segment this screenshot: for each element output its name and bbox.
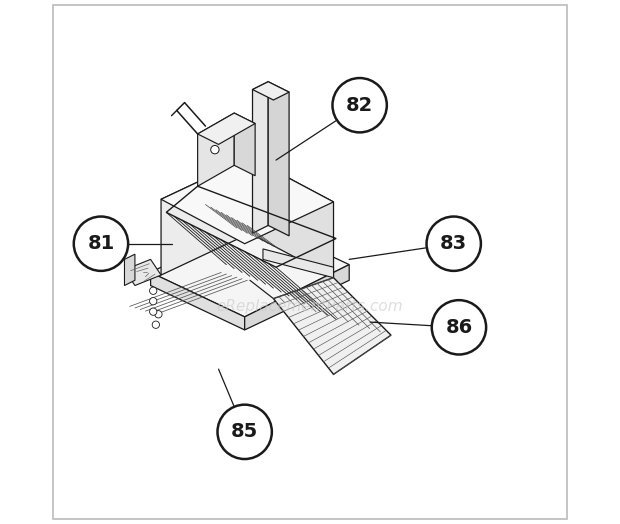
Text: 83: 83 <box>440 234 467 253</box>
Polygon shape <box>198 113 234 186</box>
Circle shape <box>149 287 157 294</box>
Circle shape <box>432 300 486 355</box>
Polygon shape <box>161 158 334 244</box>
Circle shape <box>218 405 272 459</box>
Circle shape <box>332 78 387 133</box>
Circle shape <box>155 311 162 318</box>
Polygon shape <box>252 82 289 100</box>
Polygon shape <box>125 254 135 286</box>
Text: eReplacementParts.com: eReplacementParts.com <box>216 299 404 314</box>
Polygon shape <box>268 82 289 236</box>
Circle shape <box>306 300 314 308</box>
Circle shape <box>306 326 314 334</box>
Circle shape <box>74 216 128 271</box>
Circle shape <box>149 308 157 315</box>
Text: 81: 81 <box>87 234 115 253</box>
Circle shape <box>427 216 481 271</box>
Circle shape <box>149 298 157 305</box>
Polygon shape <box>198 113 255 145</box>
Polygon shape <box>273 278 391 374</box>
Text: 86: 86 <box>445 318 472 337</box>
Polygon shape <box>161 158 250 275</box>
Polygon shape <box>151 272 245 330</box>
Polygon shape <box>252 82 268 233</box>
Text: 82: 82 <box>346 96 373 115</box>
Polygon shape <box>250 158 334 278</box>
Polygon shape <box>234 113 255 176</box>
Circle shape <box>152 321 159 329</box>
Text: 85: 85 <box>231 422 259 441</box>
Polygon shape <box>151 220 349 317</box>
Polygon shape <box>263 249 334 278</box>
Polygon shape <box>125 259 161 286</box>
Polygon shape <box>245 265 349 330</box>
Circle shape <box>211 146 219 154</box>
